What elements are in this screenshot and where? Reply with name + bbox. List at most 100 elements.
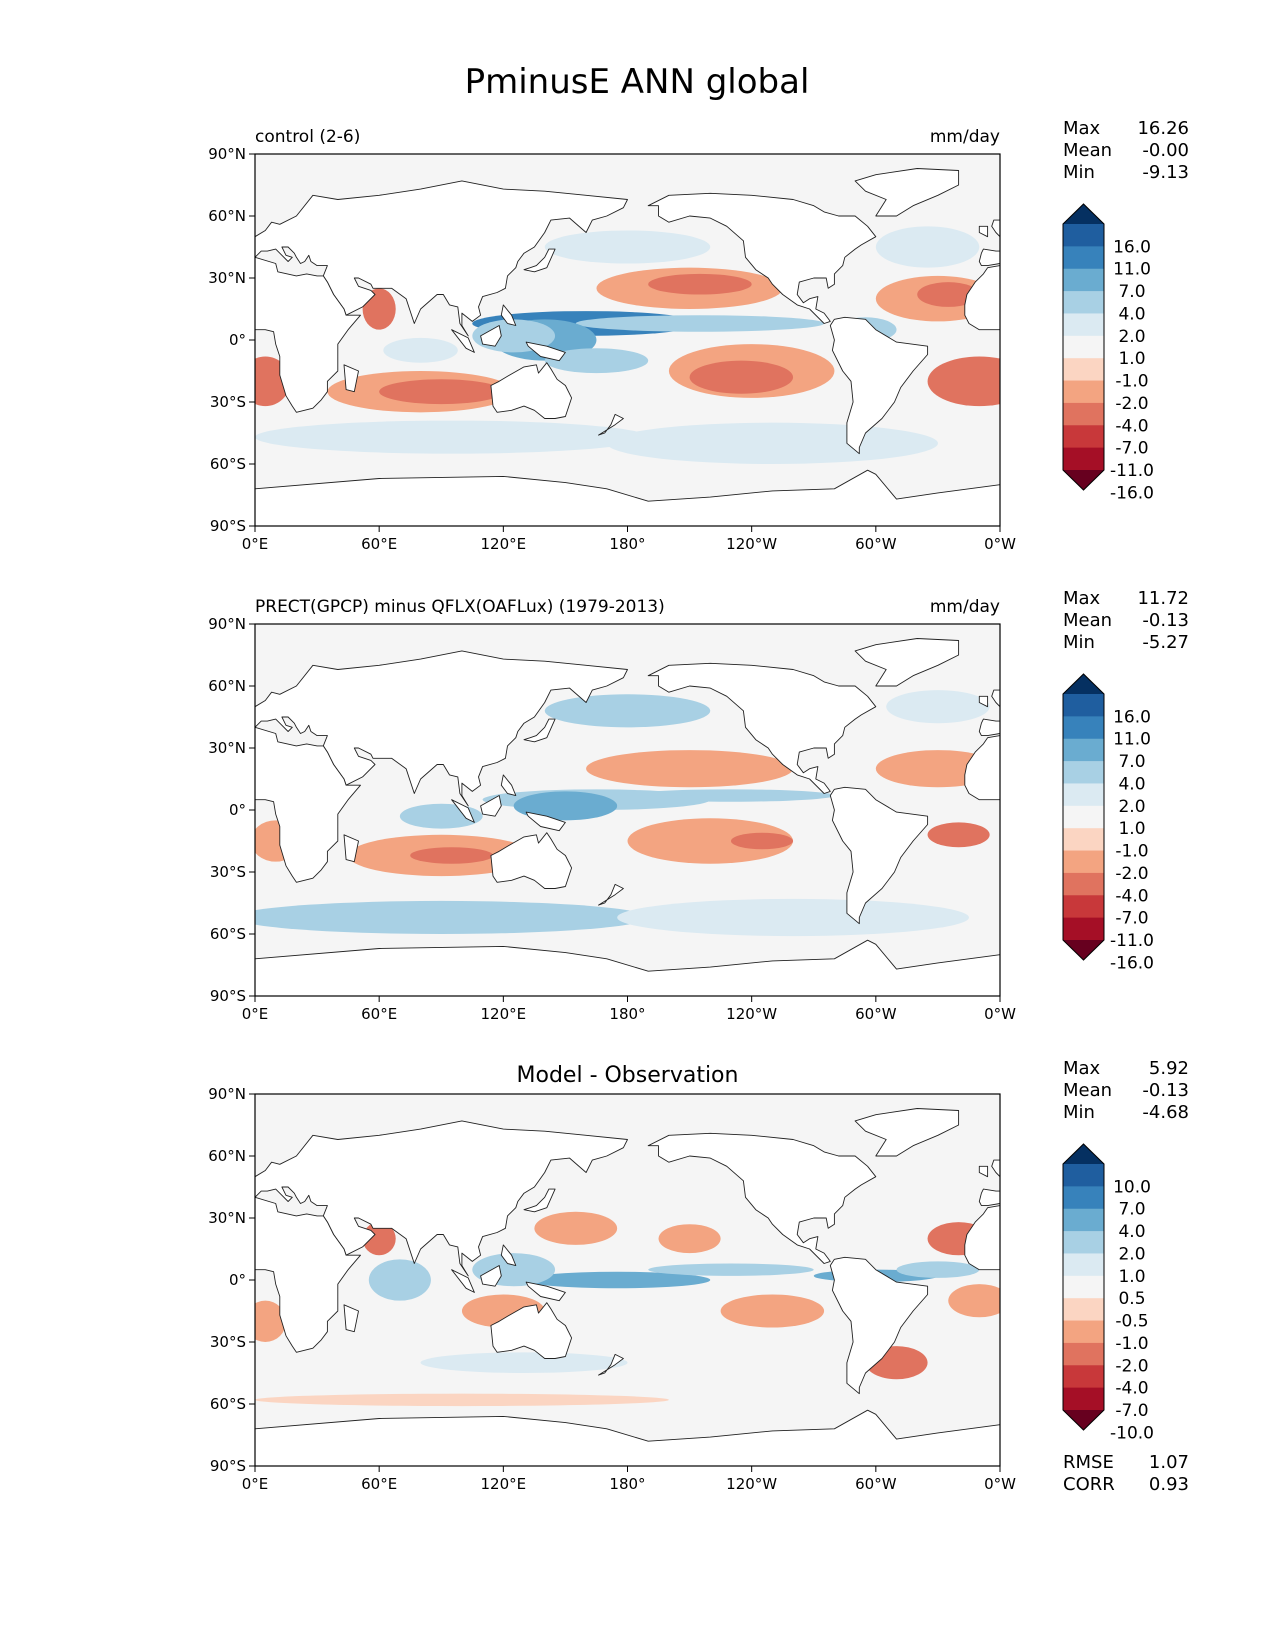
landmass-11 xyxy=(451,329,475,353)
colorbar-segment xyxy=(1063,917,1104,941)
colorbar-tick-label: -1.0 xyxy=(1115,1334,1148,1354)
x-tick-label: 60°E xyxy=(361,535,397,553)
landmass-14 xyxy=(343,1304,359,1333)
landmass-1 xyxy=(255,726,361,883)
landmass-1 xyxy=(255,256,361,413)
colorbar-segment xyxy=(1063,380,1104,404)
landmass-16 xyxy=(500,1244,517,1266)
landmass-14 xyxy=(343,834,359,863)
colorbar-tick-label: 2.0 xyxy=(1118,797,1145,817)
colorbar: 10.0 7.04.02.0 1.00.5 -0.5-1.0-2.0 -4.0-7.0-… xyxy=(1062,1143,1154,1443)
landmass-17 xyxy=(255,1409,1000,1466)
field-region-5 xyxy=(544,348,649,374)
colorbar-segment xyxy=(1063,313,1104,337)
colorbar-segment xyxy=(1063,694,1104,717)
landmass-16 xyxy=(500,304,517,326)
y-tick-label: 90°S xyxy=(210,517,246,535)
landmass-10 xyxy=(523,718,556,743)
y-tick-label: 30°S xyxy=(210,1333,246,1351)
colorbar-tick-label: -1.0 xyxy=(1115,842,1148,862)
colorbar-extend-top xyxy=(1063,204,1104,224)
colorbar-segment xyxy=(1063,1275,1104,1299)
landmass-11 xyxy=(451,799,475,823)
landmass-3 xyxy=(978,718,1000,737)
colorbar-tick-label: -0.5 xyxy=(1115,1312,1148,1332)
colorbar-segment xyxy=(1063,761,1104,784)
colorbar-tick-label: -16.0 xyxy=(1110,953,1154,973)
field-region-6 xyxy=(544,694,711,728)
colorbar-tick-label: 4.0 xyxy=(1118,1222,1145,1242)
colorbar-tick-label: -4.0 xyxy=(1115,1379,1148,1399)
x-tick-label: 60°W xyxy=(855,535,897,553)
landmass-9 xyxy=(854,1108,960,1157)
landmass-12 xyxy=(480,795,502,817)
field-region-9 xyxy=(875,226,980,268)
stat-value: -9.13 xyxy=(1142,162,1189,183)
landmass-17 xyxy=(255,939,1000,996)
stat-label: Mean xyxy=(1063,140,1112,161)
stat-label: Min xyxy=(1063,1102,1095,1123)
landmass-13 xyxy=(525,341,566,362)
field-region-13 xyxy=(255,1300,287,1342)
colorbar-tick-label: 7.0 xyxy=(1118,752,1145,772)
stat-label: Min xyxy=(1063,162,1095,183)
colorbar-tick-label: 16.0 xyxy=(1113,707,1151,727)
x-tick-label: 120°W xyxy=(726,1475,777,1493)
colorbar-tick-label: 7.0 xyxy=(1118,282,1145,302)
colorbar-segment xyxy=(1063,872,1104,896)
field-region-17 xyxy=(927,356,1000,407)
stat-value: -5.27 xyxy=(1142,632,1189,653)
landmass-7 xyxy=(829,1256,929,1395)
y-tick-label: 90°N xyxy=(208,1085,246,1103)
stat-value: -0.00 xyxy=(1142,140,1189,161)
colorbar-extend-bottom xyxy=(1063,1410,1104,1430)
x-tick-label: 0°E xyxy=(242,535,269,553)
landmass-8 xyxy=(647,192,877,324)
colorbar-tick-label: 1.0 xyxy=(1118,349,1145,369)
panel-center-title: Model - Observation xyxy=(517,1063,739,1088)
landmass-13 xyxy=(525,1281,566,1302)
field-region-7 xyxy=(886,690,990,724)
y-tick-label: 30°N xyxy=(208,269,246,287)
colorbar-tick-label: 10.0 xyxy=(1113,1177,1151,1197)
y-tick-label: 0° xyxy=(229,331,246,349)
stat-label: Mean xyxy=(1063,610,1112,631)
panel-left-title: PRECT(GPCP) minus QFLX(OAFLux) (1979-201… xyxy=(255,597,665,617)
colorbar-segment xyxy=(1063,828,1104,852)
colorbar-tick-label: -7.0 xyxy=(1115,909,1148,929)
colorbar-tick-label: 2.0 xyxy=(1118,1244,1145,1264)
colorbar-tick-label: 2.0 xyxy=(1118,327,1145,347)
landmass-4 xyxy=(991,1159,1000,1178)
y-tick-label: 0° xyxy=(229,801,246,819)
field-region-6 xyxy=(420,1352,628,1373)
landmass-2 xyxy=(964,265,1000,331)
colorbar-tick-label: 7.0 xyxy=(1118,1200,1145,1220)
field-region-0 xyxy=(524,1271,711,1289)
field-region-16 xyxy=(255,1393,669,1407)
landmass-9 xyxy=(854,168,960,217)
field-region-2 xyxy=(513,791,618,821)
x-tick-label: 60°W xyxy=(855,1005,897,1023)
colorbar-segment xyxy=(1063,447,1104,471)
x-tick-label: 120°E xyxy=(481,1005,527,1023)
landmass-5 xyxy=(978,225,989,238)
stat-label: Max xyxy=(1063,118,1101,139)
x-tick-label: 0°W xyxy=(984,1005,1016,1023)
stat-label: Mean xyxy=(1063,1080,1112,1101)
colorbar-tick-label: -7.0 xyxy=(1115,439,1148,459)
colorbar-segment xyxy=(1063,224,1104,247)
field-region-12 xyxy=(948,1284,1000,1318)
landmass-6 xyxy=(490,1302,573,1359)
colorbar-tick-label: -10.0 xyxy=(1110,1423,1154,1443)
x-tick-label: 0°W xyxy=(984,535,1016,553)
panels: 0°E 60°E 120°E 180° 120°W 60°W 0°W 90°N 60°N 30°N… xyxy=(208,118,1189,1495)
landmass-8 xyxy=(647,662,877,794)
landmass-2 xyxy=(964,1205,1000,1271)
colorbar-tick-label: -11.0 xyxy=(1110,931,1154,951)
field-region-8 xyxy=(544,230,711,264)
field-region-8 xyxy=(586,750,794,788)
field-region-12 xyxy=(927,822,990,848)
landmass-15 xyxy=(598,1353,624,1376)
landmass-12 xyxy=(480,325,502,347)
